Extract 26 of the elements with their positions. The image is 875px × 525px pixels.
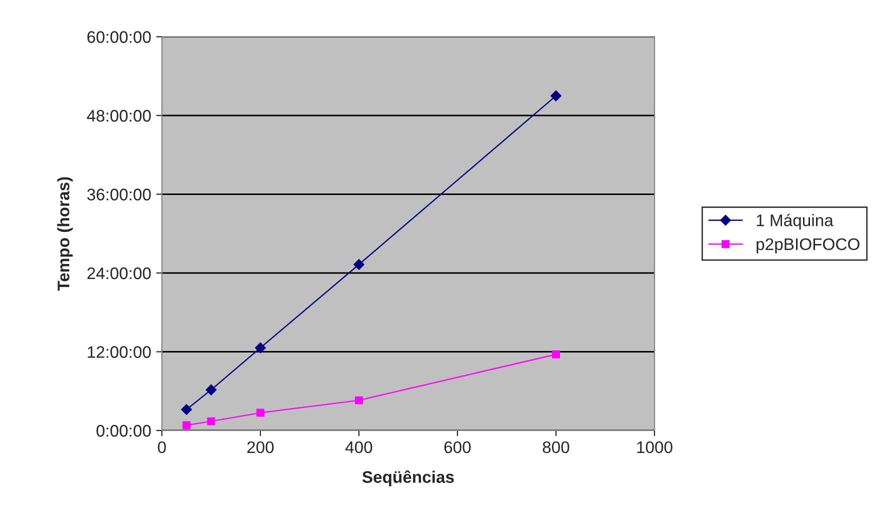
x-axis-title: Seqüências bbox=[362, 470, 454, 486]
x-tick-label: 200 bbox=[247, 441, 274, 454]
point bbox=[550, 90, 562, 102]
point bbox=[354, 396, 363, 404]
legend-label: 1 Máquina bbox=[756, 214, 834, 230]
x-tick-label: 1000 bbox=[637, 441, 672, 454]
y-tick-label: 48:00:00 bbox=[86, 110, 151, 122]
point bbox=[206, 384, 217, 396]
y-tick-label: 0:00:00 bbox=[96, 424, 151, 437]
x-tick-label: 600 bbox=[444, 441, 471, 454]
point bbox=[207, 417, 216, 426]
x-tick-label: 0 bbox=[158, 441, 166, 454]
y-axis-title: Tempo (horas) bbox=[57, 177, 73, 291]
point bbox=[552, 350, 560, 358]
x-tick-label: 400 bbox=[345, 441, 372, 454]
y-tick-label: 12:00:00 bbox=[88, 346, 151, 358]
x-tick-label: 800 bbox=[542, 441, 570, 454]
point bbox=[353, 259, 364, 270]
y-tick-label: 60:00:00 bbox=[87, 31, 151, 43]
point bbox=[256, 408, 264, 417]
legend-label: p2pBIOFOCO bbox=[756, 238, 860, 254]
point bbox=[182, 421, 190, 430]
point bbox=[181, 404, 192, 415]
point bbox=[254, 342, 266, 354]
y-tick-label: 36:00:00 bbox=[87, 188, 151, 200]
y-tick-label: 24:00:00 bbox=[87, 267, 151, 280]
